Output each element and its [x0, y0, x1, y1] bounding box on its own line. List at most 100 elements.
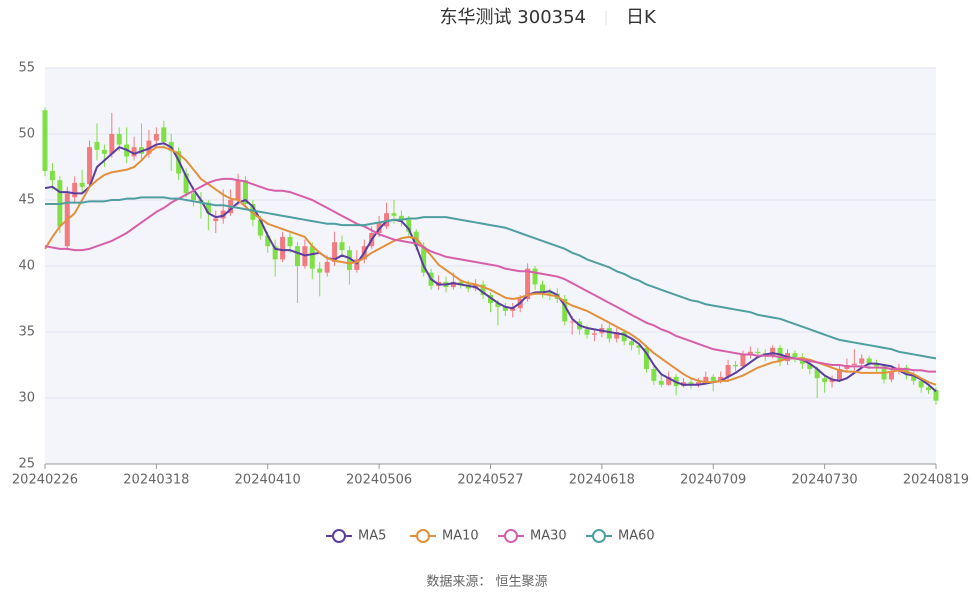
candle-body — [280, 236, 286, 260]
candle-body — [324, 262, 330, 273]
candle-body — [688, 382, 694, 385]
candle-body — [591, 333, 597, 335]
candle-body — [309, 246, 315, 269]
y-tick-label: 40 — [18, 259, 35, 274]
candle-body — [116, 134, 122, 145]
candle-body — [614, 332, 620, 339]
x-tick-label: 20240618 — [569, 473, 635, 488]
candle-body — [294, 246, 300, 266]
candle-body — [606, 328, 612, 339]
candle-body — [836, 368, 842, 380]
y-tick-label: 45 — [18, 193, 35, 208]
chart-title: 东华测试 300354 — [440, 7, 586, 28]
x-tick-label: 20240730 — [792, 473, 858, 488]
candle-body — [502, 306, 508, 311]
ma-line — [44, 142, 937, 393]
x-tick-label: 20240506 — [346, 473, 412, 488]
legend-marker — [332, 529, 346, 543]
candle-body — [205, 202, 211, 214]
legend-label: MA30 — [530, 529, 567, 544]
candle-body — [814, 368, 820, 379]
candle-body — [747, 351, 753, 355]
candle-body — [695, 382, 701, 385]
candle-body — [406, 219, 412, 232]
candle-body — [272, 246, 278, 260]
x-tick-label: 20240527 — [457, 473, 523, 488]
candle-body — [242, 180, 248, 204]
candle-body — [918, 380, 924, 388]
chart-period: 日K — [626, 7, 657, 28]
candle-body — [888, 371, 894, 380]
candle-body — [495, 302, 501, 307]
candle-body — [569, 321, 575, 323]
candle-body — [822, 378, 828, 383]
y-tick-label: 55 — [18, 61, 35, 76]
candle-body — [807, 363, 813, 369]
candle-body — [859, 358, 865, 364]
candle-body — [101, 149, 107, 154]
candle-body — [398, 215, 404, 220]
x-tick-label: 20240226 — [12, 473, 78, 488]
candle-body — [391, 213, 397, 216]
legend-label: MA5 — [358, 529, 386, 544]
y-tick-label: 25 — [18, 457, 35, 472]
legend-label: MA60 — [618, 529, 655, 544]
candle-body — [287, 236, 293, 247]
candle-body — [866, 358, 872, 364]
source-note: 数据来源： 恒生聚源 — [426, 575, 547, 590]
candle-body — [703, 376, 709, 383]
candle-body — [547, 292, 553, 294]
candle-body — [72, 182, 78, 198]
candle-body — [770, 347, 776, 356]
candle-body — [733, 365, 739, 367]
candle-body — [658, 380, 664, 385]
y-tick-label: 50 — [18, 127, 35, 142]
y-tick-label: 30 — [18, 391, 35, 406]
candle-body — [317, 268, 323, 273]
candle-body — [354, 259, 360, 270]
x-tick-label: 20240410 — [235, 473, 301, 488]
candle-body — [265, 235, 271, 247]
candle-body — [480, 284, 486, 296]
candle-body — [161, 127, 167, 142]
candle-body — [332, 242, 338, 263]
legend-marker — [504, 529, 518, 543]
candle-body — [755, 351, 761, 354]
candle-body — [510, 308, 516, 311]
candle-body — [153, 134, 159, 141]
ma-line — [44, 177, 936, 373]
candle-body — [643, 347, 649, 369]
candle-body — [421, 246, 427, 273]
candle-body — [87, 147, 93, 185]
candle-body — [562, 299, 568, 322]
candle-body — [450, 281, 456, 288]
legend-label: MA10 — [442, 529, 479, 544]
candle-body — [851, 363, 857, 365]
candle-body — [532, 268, 538, 285]
candle-body — [539, 284, 545, 293]
candle-body — [666, 376, 672, 385]
x-tick-label: 20240709 — [680, 473, 746, 488]
y-tick-label: 35 — [18, 325, 35, 340]
candle-body — [109, 134, 115, 154]
candle-body — [710, 376, 716, 381]
candle-body — [525, 268, 531, 299]
candle-body — [926, 387, 932, 391]
candle-body — [257, 219, 263, 236]
candle-body — [131, 147, 137, 157]
candle-body — [183, 173, 189, 194]
candle-body — [49, 170, 55, 181]
candle-body — [629, 341, 635, 346]
candle-body — [235, 180, 241, 200]
candle-body — [79, 182, 85, 187]
candle-body — [213, 218, 219, 222]
x-tick-label: 20240318 — [123, 473, 189, 488]
legend-marker — [592, 529, 606, 543]
candle-body — [651, 368, 657, 381]
legend-marker — [416, 529, 430, 543]
ma-line — [45, 196, 937, 360]
candle-body — [792, 353, 798, 358]
candle-body — [718, 376, 724, 381]
candle-body — [488, 295, 493, 303]
